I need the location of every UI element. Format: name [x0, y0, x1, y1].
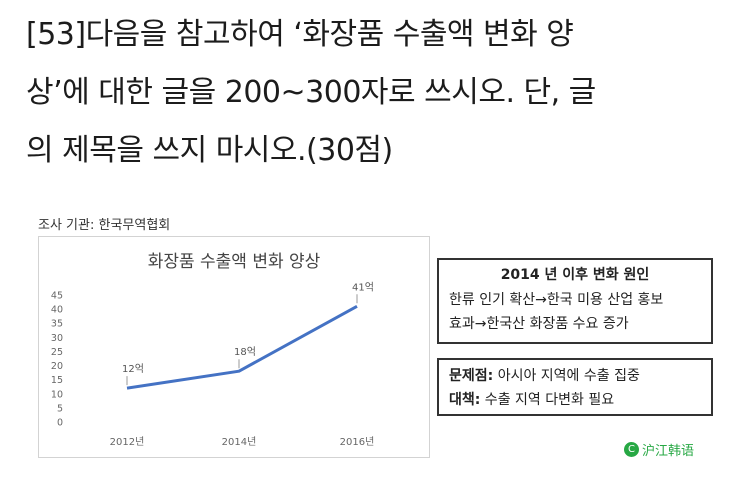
x-tick-label: 2014년	[222, 436, 257, 448]
y-tick-label: 35	[51, 319, 63, 330]
y-tick-label: 30	[51, 333, 63, 344]
problem-line: 문제점: 아시아 지역에 수출 집중	[449, 364, 701, 388]
y-tick-label: 45	[51, 291, 63, 302]
y-tick-label: 15	[51, 375, 63, 386]
y-tick-label: 20	[51, 361, 63, 372]
issue-box: 문제점: 아시아 지역에 수출 집중 대책: 수출 지역 다변화 필요	[437, 358, 713, 416]
question-text: [53]다음을 참고하여 ‘화장품 수출액 변화 양 상’에 대한 글을 200…	[26, 6, 726, 180]
reason-box-title: 2014 년 이후 변화 원인	[500, 267, 650, 283]
question-line-3: 의 제목을 쓰지 마시오.(30점)	[26, 133, 393, 168]
y-tick-label: 25	[51, 347, 63, 358]
reason-line-1: 한류 인기 확산→한국 미용 산업 홍보	[449, 292, 664, 308]
question-line-1: [53]다음을 참고하여 ‘화장품 수출액 변화 양	[26, 17, 574, 52]
reason-box: 2014 년 이후 변화 원인 한류 인기 확산→한국 미용 산업 홍보 효과→…	[437, 258, 713, 344]
solution-line: 대책: 수출 지역 다변화 필요	[449, 388, 701, 412]
data-label: 12억	[122, 363, 144, 375]
chart-source: 조사 기관: 한국무역협회	[38, 218, 171, 233]
x-tick-label: 2012년	[110, 436, 145, 448]
y-tick-label: 40	[51, 305, 63, 316]
y-tick-label: 5	[57, 403, 63, 414]
chart-title: 화장품 수출액 변화 양상	[148, 252, 321, 272]
series-polyline	[126, 304, 358, 390]
data-label: 41억	[352, 281, 374, 293]
y-axis: 0 5 10 15 20 25 30 35 40 45	[51, 291, 63, 429]
solution-text: 수출 지역 다변화 필요	[480, 392, 615, 408]
problem-text: 아시아 지역에 수출 집중	[493, 368, 640, 384]
y-tick-label: 10	[51, 389, 63, 400]
question-line-2: 상’에 대한 글을 200~300자로 쓰시오. 단, 글	[26, 75, 596, 110]
x-tick-label: 2016년	[340, 436, 375, 448]
series-line	[126, 304, 358, 390]
solution-label: 대책:	[449, 392, 481, 408]
brand-name: 沪江韩语	[642, 444, 695, 459]
chart-frame: 화장품 수출액 변화 양상 0 5 10 15 20 25 30 35 40 45 2012년 20…	[38, 236, 430, 458]
data-labels: 12억 18억 41억	[122, 281, 374, 386]
problem-label: 문제점:	[449, 368, 494, 384]
y-tick-label: 0	[57, 418, 63, 429]
data-label: 18억	[234, 346, 256, 358]
brand-watermark: C 沪江韩语	[624, 440, 694, 459]
brand-logo-icon: C	[624, 442, 639, 457]
reason-line-2: 효과→한국산 화장품 수요 증가	[449, 316, 629, 332]
x-axis: 2012년 2014년 2016년	[110, 436, 375, 448]
